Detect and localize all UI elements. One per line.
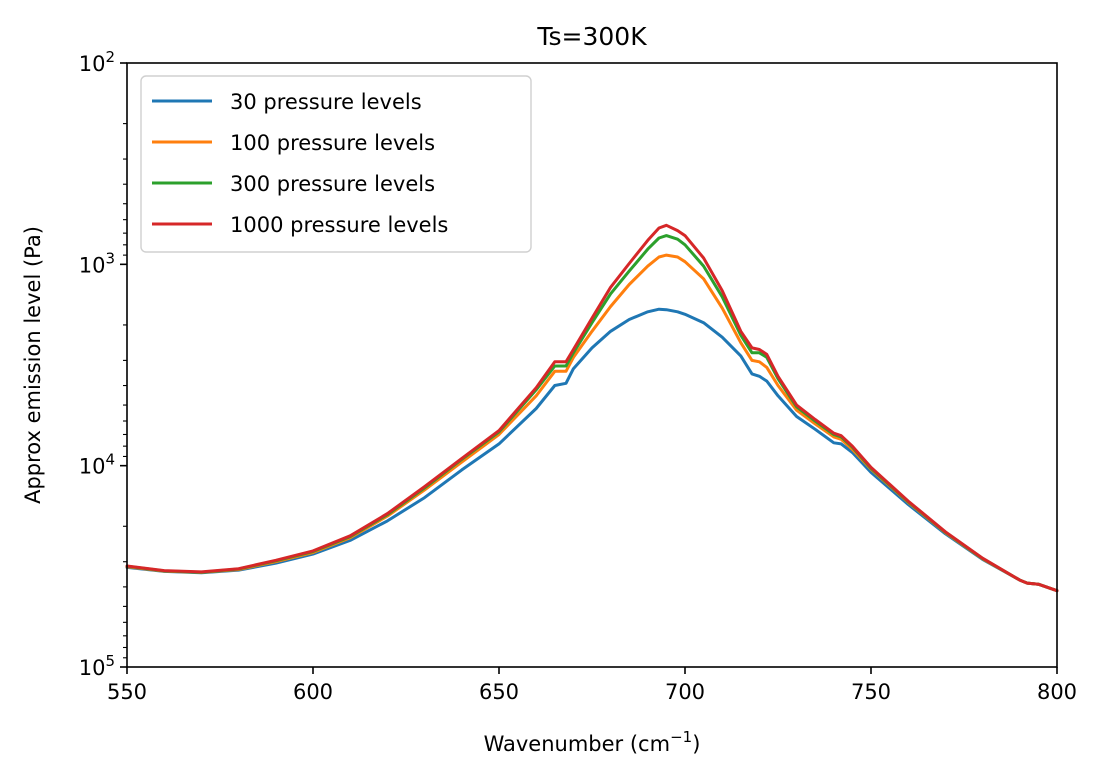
- y-tick-label: 105: [79, 652, 115, 680]
- x-axis-label-superscript: −1: [670, 728, 692, 746]
- x-tick-label: 750: [851, 680, 891, 704]
- legend-label-1: 30 pressure levels: [230, 90, 422, 114]
- y-tick-label-base: 10: [79, 656, 106, 680]
- legend: 30 pressure levels 100 pressure levels 300…: [140, 75, 532, 253]
- y-tick-label: 104: [79, 451, 115, 479]
- x-tick-label: 600: [293, 680, 333, 704]
- y-tick-label-exponent: 3: [105, 249, 115, 267]
- legend-entries: 30 pressure levels 100 pressure levels 300…: [152, 90, 448, 237]
- y-tick-label-base: 10: [79, 253, 106, 277]
- legend-label-4: 1000 pressure levels: [230, 213, 448, 237]
- y-tick-label: 102: [79, 48, 115, 76]
- series-line-1: [125, 307, 1059, 593]
- series-layer: [125, 223, 1059, 593]
- x-axis-label-main: Wavenumber (cm: [484, 732, 670, 756]
- x-tick-label: 700: [665, 680, 705, 704]
- legend-frame: [140, 75, 532, 253]
- y-tick-label-exponent: 5: [105, 652, 115, 670]
- y-axis-label: Approx emission level (Pa): [21, 226, 45, 504]
- x-tick-label: 800: [1037, 680, 1077, 704]
- plot-frame: [126, 62, 1058, 668]
- x-tick-label: 650: [479, 680, 519, 704]
- y-tick-label-exponent: 4: [105, 451, 115, 469]
- series-line-4: [125, 223, 1059, 593]
- legend-label-2: 100 pressure levels: [230, 131, 435, 155]
- y-tick-label-base: 10: [79, 455, 106, 479]
- y-tick-label-exponent: 2: [105, 48, 115, 66]
- chart-title: Ts=300K: [536, 22, 647, 51]
- legend-label-3: 300 pressure levels: [230, 172, 435, 196]
- x-axis-label: Wavenumber (cm−1): [484, 728, 701, 756]
- y-tick-label: 103: [79, 249, 115, 277]
- y-tick-label-base: 10: [79, 52, 106, 76]
- x-axis-label-end: ): [692, 732, 700, 756]
- x-tick-label: 550: [107, 680, 147, 704]
